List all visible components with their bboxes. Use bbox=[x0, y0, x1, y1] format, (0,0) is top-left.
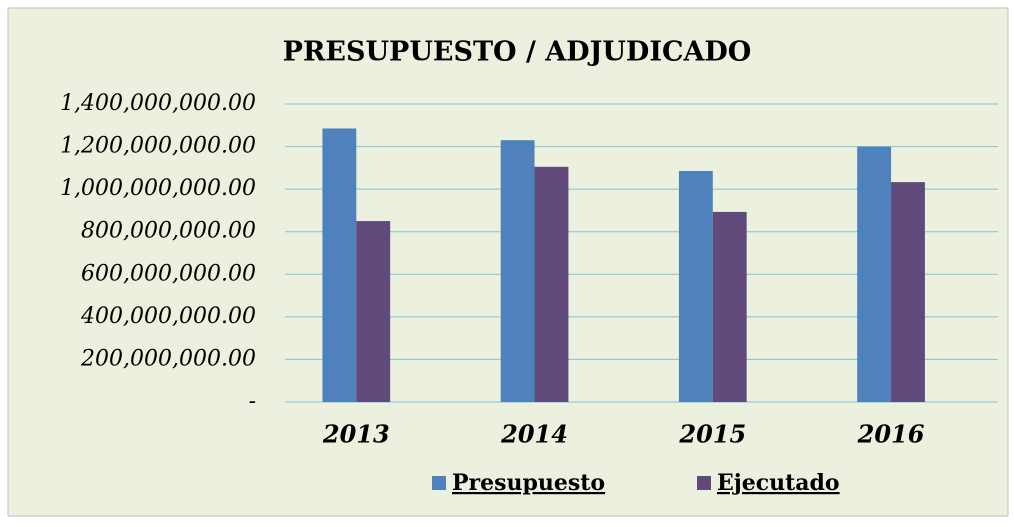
legend-swatch bbox=[432, 476, 446, 490]
legend-swatch bbox=[697, 476, 711, 490]
bar bbox=[356, 221, 391, 402]
y-tick-label: 1,000,000,000.00 bbox=[60, 176, 256, 201]
x-tick-label: 2014 bbox=[500, 420, 568, 449]
y-tick-label: - bbox=[249, 389, 256, 414]
x-tick-label: 2015 bbox=[678, 420, 746, 449]
x-tick-label: 2013 bbox=[322, 420, 390, 449]
bar bbox=[322, 128, 357, 402]
chart-title: PRESUPUESTO / ADJUDICADO bbox=[283, 37, 752, 68]
bar bbox=[712, 211, 747, 402]
bar bbox=[857, 146, 892, 402]
bar bbox=[678, 171, 713, 402]
bar bbox=[891, 182, 925, 402]
legend-label: Ejecutado bbox=[717, 470, 840, 496]
y-tick-label: 800,000,000.00 bbox=[81, 219, 256, 244]
bar bbox=[534, 166, 569, 402]
bar bbox=[500, 140, 535, 402]
y-tick-label: 400,000,000.00 bbox=[80, 304, 256, 329]
y-tick-label: 1,400,000,000.00 bbox=[60, 91, 256, 116]
y-tick-label: 200,000,000.00 bbox=[80, 346, 256, 371]
legend-label: Presupuesto bbox=[452, 470, 605, 496]
y-tick-label: 1,200,000,000.00 bbox=[60, 134, 256, 159]
y-tick-label: 600,000,000.00 bbox=[81, 261, 256, 286]
x-tick-label: 2016 bbox=[857, 420, 925, 449]
